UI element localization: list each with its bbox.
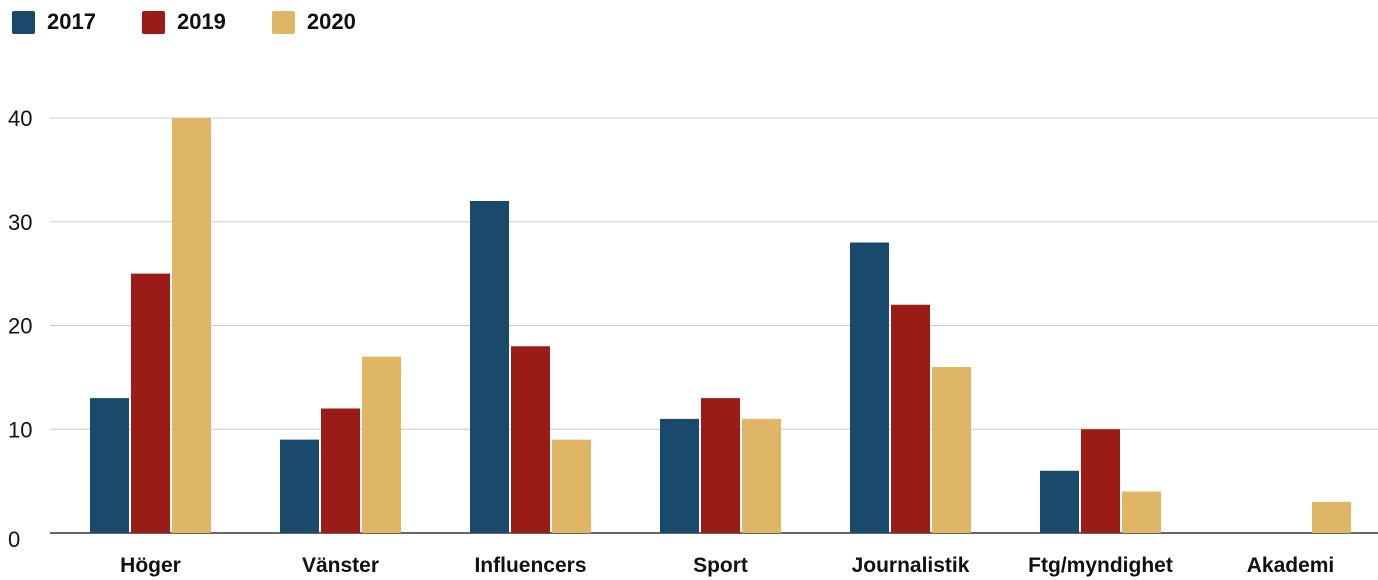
legend-item-2019: 2019 [141, 9, 226, 35]
bar-2019-5 [1081, 429, 1120, 533]
bar-2020-4 [932, 367, 971, 533]
legend-label-2017: 2017 [47, 9, 96, 34]
legend-item-2017: 2017 [12, 9, 96, 35]
y-tick-label: 0 [8, 527, 20, 552]
legend-label-2019: 2019 [176, 9, 226, 34]
bar-2020-3 [742, 418, 781, 533]
y-tick-label: 20 [8, 314, 32, 339]
category-label: Akademi [1247, 554, 1335, 577]
bar-2019-1 [321, 408, 360, 533]
bar-2017-0 [90, 398, 129, 533]
bar-2019-3 [701, 398, 740, 533]
bar-2019-2 [511, 346, 550, 533]
legend-swatch-2020 [271, 10, 295, 34]
bar-2020-1 [362, 356, 401, 533]
bars [90, 118, 1351, 533]
bar-2020-6 [1312, 501, 1351, 533]
bar-2020-2 [552, 439, 591, 533]
bar-2017-1 [280, 439, 319, 533]
category-label: Vänster [302, 554, 379, 577]
bar-2017-2 [470, 201, 509, 533]
category-label: Influencers [474, 554, 586, 577]
y-tick-label: 10 [8, 417, 32, 442]
legend: 2017 2019 2020 [12, 6, 402, 38]
category-label: Sport [693, 554, 748, 577]
legend-swatch-2017 [12, 10, 35, 34]
bar-2020-0 [172, 118, 211, 533]
legend-item-2020: 2020 [271, 9, 356, 35]
legend-swatch-2019 [141, 10, 165, 34]
category-label: Höger [120, 554, 181, 577]
bar-2019-0 [131, 273, 170, 533]
bar-2017-4 [850, 242, 889, 533]
legend-label-2020: 2020 [306, 9, 356, 34]
bar-2020-5 [1122, 491, 1161, 533]
category-label: Journalistik [852, 554, 970, 577]
bar-2017-5 [1040, 470, 1079, 533]
y-tick-label: 40 [8, 106, 32, 131]
y-tick-labels: 0 10 20 30 40 [8, 106, 32, 552]
bar-2019-4 [891, 304, 930, 533]
bar-2017-3 [660, 418, 699, 533]
category-label: Ftg/myndighet [1028, 554, 1173, 577]
category-labels: Höger Vänster Influencers Sport Journalistik… [120, 554, 1334, 577]
y-tick-label: 30 [8, 210, 32, 235]
